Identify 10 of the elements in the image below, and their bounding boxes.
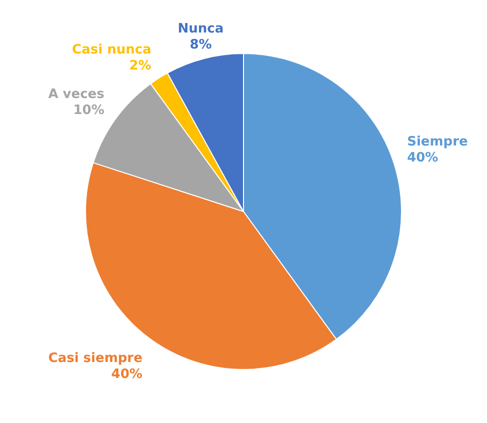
slice-label: A veces — [48, 86, 105, 102]
slice-label: Casi siempre — [48, 351, 143, 366]
slice-label: Nunca — [178, 21, 224, 36]
data-label: 10% — [73, 102, 104, 118]
slice-label: Siempre — [407, 134, 468, 150]
data-label: 40% — [407, 150, 438, 166]
data-label: 8% — [190, 37, 212, 52]
data-label: 40% — [111, 367, 142, 382]
data-label: 2% — [129, 58, 152, 74]
slice-label: Casi nunca — [72, 42, 152, 58]
